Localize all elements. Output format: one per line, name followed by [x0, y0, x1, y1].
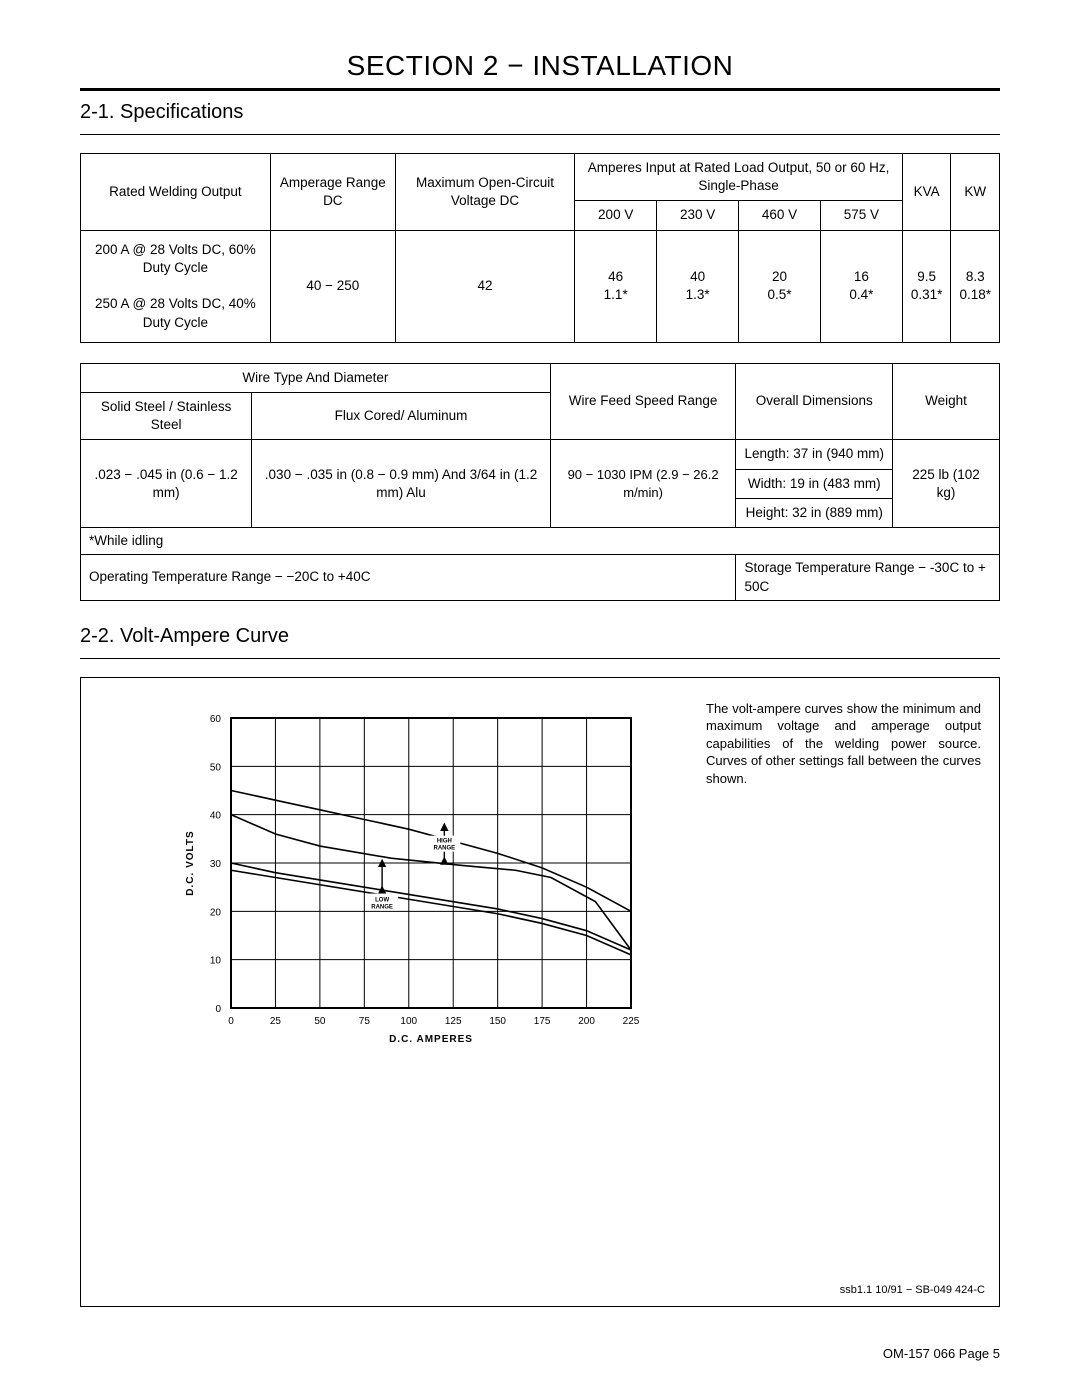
col-575v: 575 V — [820, 201, 902, 230]
h-feed: Wire Feed Speed Range — [550, 363, 736, 440]
curve-box: The volt-ampere curves show the minimum … — [80, 677, 1000, 1307]
svg-text:75: 75 — [359, 1016, 371, 1027]
svg-text:60: 60 — [210, 714, 222, 725]
svg-text:150: 150 — [489, 1016, 506, 1027]
rule-sub2 — [80, 658, 1000, 659]
curve-ref: ssb1.1 10/91 − SB-049 424-C — [840, 1284, 985, 1296]
row-575v: 16 0.4* — [820, 230, 902, 342]
col-230v: 230 V — [657, 201, 739, 230]
note-store: Storage Temperature Range − -30C to + 50… — [736, 555, 1000, 600]
row-kw: 8.3 0.18* — [951, 230, 1000, 342]
h-dim: Overall Dimensions — [736, 363, 893, 440]
svg-text:RANGE: RANGE — [371, 904, 393, 910]
h-kw: KW — [951, 154, 1000, 231]
row-flux: .030 − .035 in (0.8 − 0.9 mm) And 3/64 i… — [252, 440, 551, 528]
row-feed: 90 − 1030 IPM (2.9 − 26.2 m/min) — [550, 440, 736, 528]
note-idle: *While idling — [81, 528, 1000, 555]
svg-text:HIGH: HIGH — [437, 838, 452, 844]
rule-sub1 — [80, 134, 1000, 135]
svg-text:10: 10 — [210, 955, 222, 966]
svg-text:0: 0 — [228, 1016, 234, 1027]
h-rated: Rated Welding Output — [81, 154, 271, 231]
subheading-2-2: 2-2. Volt-Ampere Curve — [80, 625, 1000, 648]
sub-num: 2-1. — [80, 101, 114, 123]
sub2-label: Volt-Ampere Curve — [114, 625, 289, 647]
dim-l: Length: 37 in (940 mm) — [736, 440, 892, 469]
svg-text:D.C. AMPERES: D.C. AMPERES — [389, 1034, 473, 1045]
svg-text:30: 30 — [210, 859, 222, 870]
row-kva: 9.5 0.31* — [902, 230, 951, 342]
sub2-num: 2-2. — [80, 625, 114, 647]
svg-text:100: 100 — [400, 1016, 417, 1027]
note-op: Operating Temperature Range − −20C to +4… — [81, 555, 736, 600]
section-title: SECTION 2 − INSTALLATION — [80, 50, 1000, 82]
curve-text: The volt-ampere curves show the minimum … — [706, 700, 981, 788]
sub-label: Specifications — [114, 101, 243, 123]
h-wire: Wire Type And Diameter — [81, 363, 551, 392]
row-460v: 20 0.5* — [739, 230, 821, 342]
h-amp: Amperage Range DC — [270, 154, 395, 231]
svg-text:0: 0 — [215, 1004, 221, 1015]
spec-table-1: Rated Welding Output Amperage Range DC M… — [80, 153, 1000, 343]
svg-text:LOW: LOW — [375, 897, 389, 903]
svg-text:25: 25 — [270, 1016, 282, 1027]
va-chart: 0 25 50 75 100 125 150 175 200 225 0 10 20 30 40 50 60 D.… — [151, 698, 651, 1088]
svg-text:125: 125 — [445, 1016, 462, 1027]
svg-text:225: 225 — [623, 1016, 640, 1027]
svg-text:200: 200 — [578, 1016, 595, 1027]
page-footer: OM-157 066 Page 5 — [883, 1346, 1000, 1361]
row-amp: 40 − 250 — [270, 230, 395, 342]
col-460v: 460 V — [739, 201, 821, 230]
subheading-2-1: 2-1. Specifications — [80, 101, 1000, 124]
spec-table-2: Wire Type And Diameter Wire Feed Speed R… — [80, 363, 1000, 601]
row-solid: .023 − .045 in (0.6 − 1.2 mm) — [81, 440, 252, 528]
col-200v: 200 V — [575, 201, 657, 230]
svg-text:D.C. VOLTS: D.C. VOLTS — [185, 830, 196, 895]
svg-text:50: 50 — [210, 762, 222, 773]
row-rated: 200 A @ 28 Volts DC, 60% Duty Cycle 250 … — [81, 230, 271, 342]
svg-text:RANGE: RANGE — [433, 845, 455, 851]
row-230v: 40 1.3* — [657, 230, 739, 342]
h-kva: KVA — [902, 154, 951, 231]
h-ocv: Maximum Open-Circuit Voltage DC — [395, 154, 574, 231]
svg-text:20: 20 — [210, 907, 222, 918]
row-ocv: 42 — [395, 230, 574, 342]
h-amps-input: Amperes Input at Rated Load Output, 50 o… — [575, 154, 903, 201]
row-200v: 46 1.1* — [575, 230, 657, 342]
h-solid: Solid Steel / Stainless Steel — [81, 392, 252, 439]
rule-top — [80, 88, 1000, 91]
row-weight: 225 lb (102 kg) — [893, 440, 1000, 528]
svg-text:40: 40 — [210, 810, 222, 821]
svg-text:175: 175 — [534, 1016, 551, 1027]
dim-w: Width: 19 in (483 mm) — [736, 469, 892, 498]
h-weight: Weight — [893, 363, 1000, 440]
dim-h: Height: 32 in (889 mm) — [736, 498, 892, 527]
svg-text:50: 50 — [314, 1016, 326, 1027]
h-flux: Flux Cored/ Aluminum — [252, 392, 551, 439]
